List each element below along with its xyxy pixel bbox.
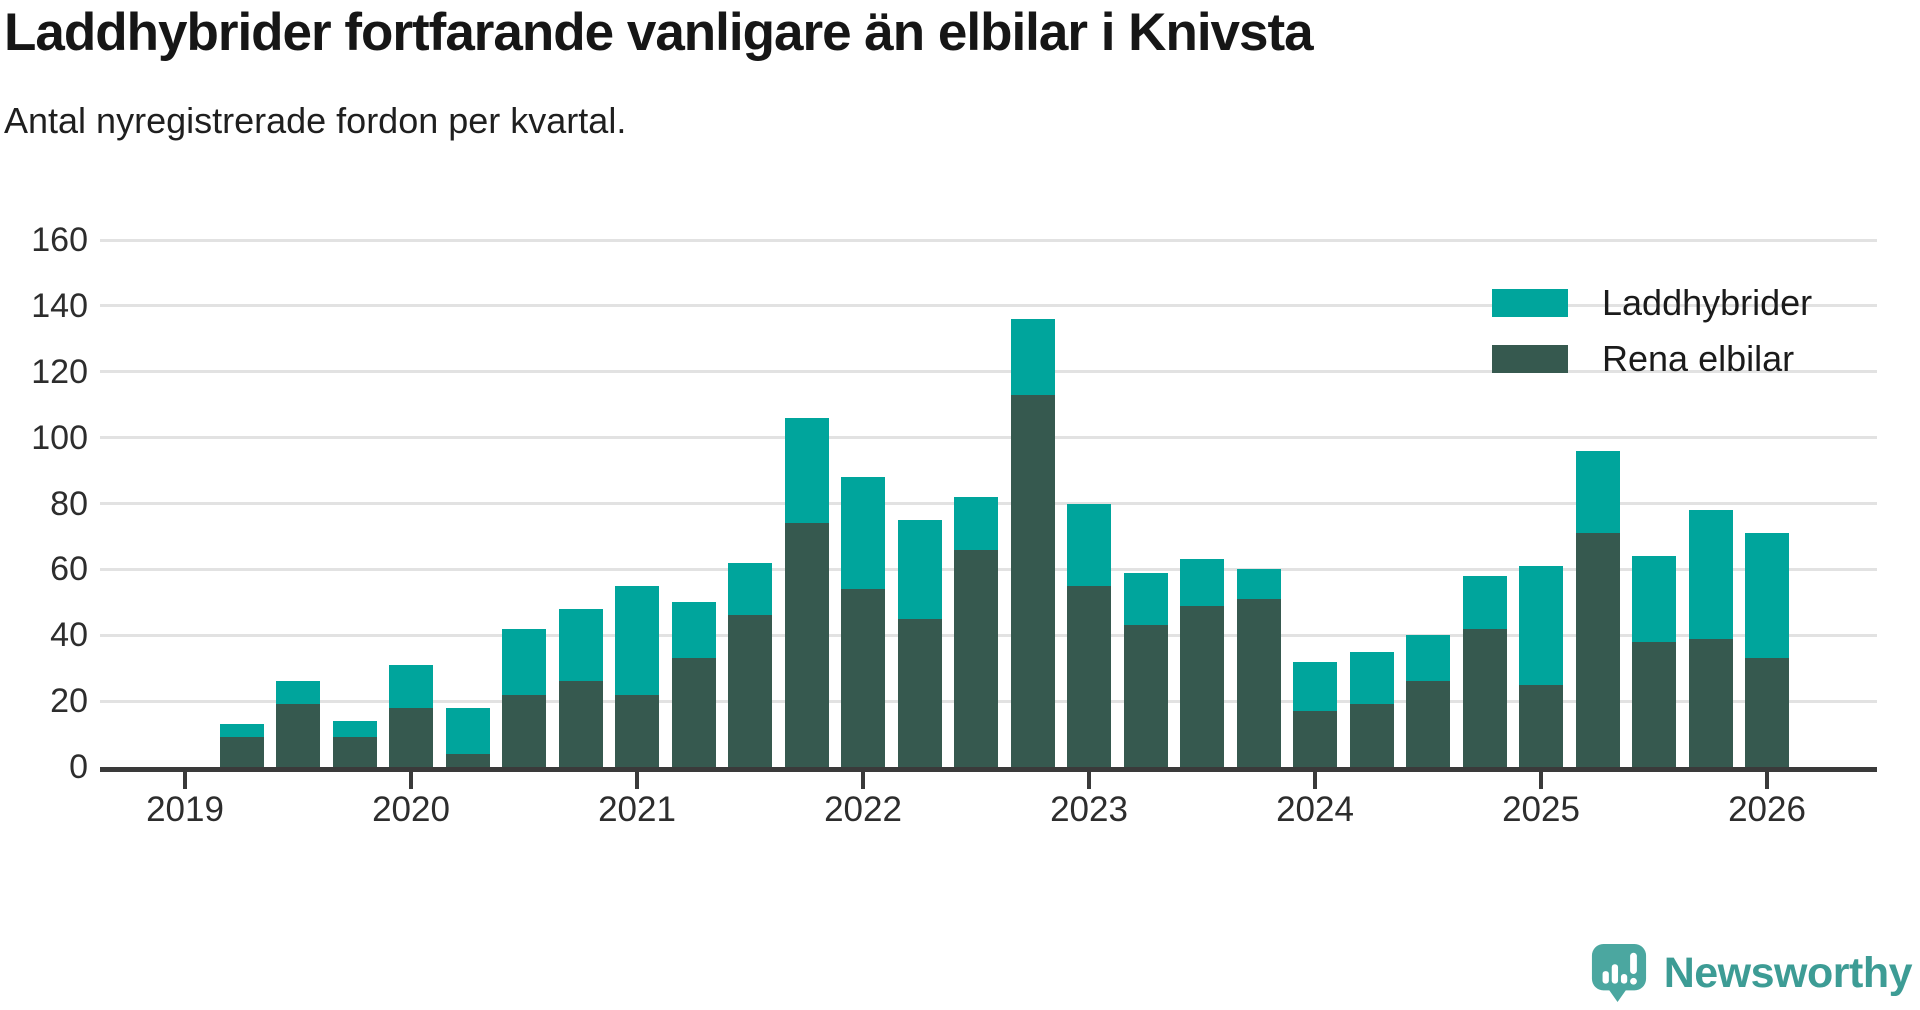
x-axis-label-2026: 2026 <box>1728 790 1806 829</box>
x-tick-2026 <box>1765 772 1769 789</box>
bar-laddhybrider-2025-Q4 <box>1688 510 1733 639</box>
bar-laddhybrider-2023-Q2 <box>1123 572 1168 626</box>
bar-rena-elbilar-2024-Q4 <box>1462 628 1507 767</box>
bar-laddhybrider-2019-Q3 <box>276 681 320 705</box>
x-tick-2024 <box>1313 772 1317 789</box>
bar-rena-elbilar-2023-Q2 <box>1123 625 1168 767</box>
bar-rena-elbilar-2020-Q2 <box>445 753 490 767</box>
newsworthy-wordmark: Newsworthy <box>1663 948 1913 997</box>
y-axis-label-0: 0 <box>69 748 88 786</box>
gridline-120 <box>100 370 1877 374</box>
newsworthy-logo: Newsworthy <box>1590 942 1913 1004</box>
bar-rena-elbilar-2025-Q3 <box>1632 641 1676 767</box>
bar-laddhybrider-2020-Q3 <box>502 628 546 695</box>
bar-laddhybrider-2023-Q3 <box>1180 559 1224 606</box>
bar-rena-elbilar-2023-Q4 <box>1236 599 1281 767</box>
bar-laddhybrider-2019-Q4 <box>332 720 377 738</box>
bar-laddhybrider-2026-Q1 <box>1745 533 1789 659</box>
bar-rena-elbilar-2025-Q4 <box>1688 638 1733 767</box>
bar-rena-elbilar-2021-Q1 <box>615 694 659 767</box>
bar-rena-elbilar-2023-Q1 <box>1067 585 1111 767</box>
gridline-140 <box>100 304 1877 308</box>
x-tick-2019 <box>183 772 187 789</box>
bar-rena-elbilar-2021-Q3 <box>728 615 772 767</box>
bar-laddhybrider-2020-Q4 <box>558 608 603 682</box>
bar-laddhybrider-2022-Q1 <box>841 477 885 590</box>
gridline-160 <box>100 238 1877 242</box>
legend-swatch-laddhybrider <box>1492 289 1568 317</box>
bar-laddhybrider-2021-Q4 <box>784 417 829 524</box>
bar-rena-elbilar-2024-Q2 <box>1349 704 1394 767</box>
bar-rena-elbilar-2023-Q3 <box>1180 605 1224 767</box>
bar-laddhybrider-2022-Q2 <box>897 519 942 619</box>
x-tick-2021 <box>635 772 639 789</box>
y-axis-label-100: 100 <box>31 418 88 457</box>
bar-laddhybrider-2024-Q4 <box>1462 575 1507 629</box>
newsworthy-bubble-icon <box>1591 944 1646 1002</box>
bar-rena-elbilar-2022-Q2 <box>897 618 942 767</box>
bar-rena-elbilar-2022-Q1 <box>841 589 885 767</box>
x-axis-label-2019: 2019 <box>146 790 224 829</box>
x-tick-2022 <box>861 772 865 789</box>
bar-rena-elbilar-2025-Q1 <box>1519 684 1563 767</box>
bar-laddhybrider-2022-Q4 <box>1010 319 1055 395</box>
y-axis-label-140: 140 <box>31 286 88 325</box>
bar-laddhybrider-2023-Q4 <box>1236 569 1281 600</box>
bar-rena-elbilar-2024-Q1 <box>1293 711 1337 767</box>
bar-rena-elbilar-2019-Q2 <box>219 737 264 767</box>
legend-item-rena-elbilar: Rena elbilar <box>1492 338 1794 380</box>
y-axis-label-80: 80 <box>50 484 88 523</box>
x-axis-label-2024: 2024 <box>1276 790 1354 829</box>
chart-title: Laddhybrider fortfarande vanligare än el… <box>4 3 1314 62</box>
bar-rena-elbilar-2019-Q3 <box>276 704 320 767</box>
chart-subtitle: Antal nyregistrerade fordon per kvartal. <box>4 100 627 141</box>
legend-swatch-rena-elbilar <box>1492 345 1568 373</box>
x-axis-label-2025: 2025 <box>1502 790 1580 829</box>
x-tick-2020 <box>409 772 413 789</box>
bar-rena-elbilar-2024-Q3 <box>1406 681 1450 767</box>
bar-laddhybrider-2021-Q3 <box>728 562 772 616</box>
legend-item-laddhybrider: Laddhybrider <box>1492 282 1812 324</box>
bar-laddhybrider-2025-Q3 <box>1632 556 1676 642</box>
x-axis-label-2022: 2022 <box>824 790 902 829</box>
x-tick-2025 <box>1539 772 1543 789</box>
bar-laddhybrider-2021-Q2 <box>671 602 716 659</box>
legend-label-laddhybrider: Laddhybrider <box>1602 282 1813 323</box>
bar-laddhybrider-2025-Q2 <box>1575 450 1620 534</box>
x-tick-2023 <box>1087 772 1091 789</box>
bar-laddhybrider-2022-Q3 <box>954 496 998 550</box>
bar-laddhybrider-2023-Q1 <box>1067 503 1111 586</box>
bar-rena-elbilar-2020-Q1 <box>389 707 433 767</box>
bar-laddhybrider-2024-Q1 <box>1293 661 1337 711</box>
y-axis-label-160: 160 <box>31 221 88 259</box>
x-axis-label-2021: 2021 <box>598 790 676 829</box>
bar-rena-elbilar-2021-Q4 <box>784 523 829 767</box>
bar-laddhybrider-2019-Q2 <box>219 724 264 738</box>
bar-rena-elbilar-2021-Q2 <box>671 658 716 767</box>
x-axis-label-2020: 2020 <box>372 790 450 829</box>
x-axis-label-2023: 2023 <box>1050 790 1128 829</box>
y-axis-label-60: 60 <box>50 550 88 589</box>
bar-rena-elbilar-2019-Q4 <box>332 737 377 767</box>
bar-laddhybrider-2020-Q2 <box>445 707 490 754</box>
bar-laddhybrider-2020-Q1 <box>389 664 433 708</box>
bar-laddhybrider-2021-Q1 <box>615 585 659 695</box>
bar-rena-elbilar-2026-Q1 <box>1745 658 1789 767</box>
bar-rena-elbilar-2020-Q3 <box>502 694 546 767</box>
gridline-100 <box>100 436 1877 440</box>
bar-rena-elbilar-2025-Q2 <box>1575 533 1620 767</box>
x-axis-line <box>100 767 1877 772</box>
bar-rena-elbilar-2020-Q4 <box>558 681 603 767</box>
legend-label-rena-elbilar: Rena elbilar <box>1602 338 1795 379</box>
y-axis-label-20: 20 <box>50 682 88 721</box>
y-axis-label-120: 120 <box>31 352 88 391</box>
bar-laddhybrider-2024-Q2 <box>1349 651 1394 705</box>
bar-rena-elbilar-2022-Q3 <box>954 549 998 767</box>
bar-rena-elbilar-2022-Q4 <box>1010 394 1055 767</box>
bar-laddhybrider-2025-Q1 <box>1519 566 1563 685</box>
bar-laddhybrider-2024-Q3 <box>1406 635 1450 682</box>
y-axis-label-40: 40 <box>50 616 88 655</box>
